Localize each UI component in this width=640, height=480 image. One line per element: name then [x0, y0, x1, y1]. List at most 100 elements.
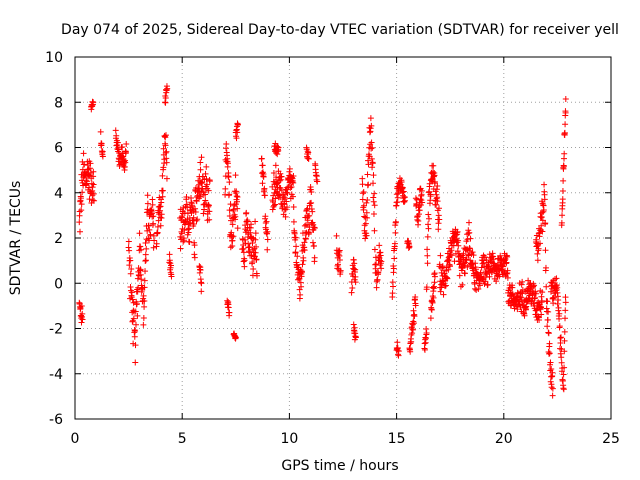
data-point [128, 265, 135, 272]
data-point [535, 245, 542, 252]
data-point [370, 180, 377, 187]
data-point [155, 217, 162, 224]
y-tick-label: -2 [49, 322, 63, 338]
data-point [144, 192, 151, 199]
y-tick-label: -4 [49, 367, 63, 383]
data-point [445, 266, 452, 273]
data-point [241, 236, 248, 243]
data-point [395, 348, 402, 355]
data-point [249, 240, 256, 247]
data-point [203, 163, 210, 170]
data-point [278, 173, 285, 180]
data-point [560, 386, 567, 393]
data-point [429, 299, 436, 306]
data-point [232, 334, 239, 341]
data-point [157, 214, 164, 221]
data-point [150, 220, 157, 227]
data-point [140, 292, 147, 299]
data-point [181, 227, 188, 234]
data-point [544, 323, 551, 330]
data-point [253, 256, 260, 263]
data-point [467, 235, 474, 242]
data-point [134, 312, 141, 319]
data-point [77, 228, 84, 235]
data-point [202, 191, 209, 198]
data-point [129, 296, 136, 303]
data-point [558, 219, 565, 226]
data-point [412, 195, 419, 202]
data-point [431, 273, 438, 280]
data-point [163, 159, 170, 166]
data-point [80, 150, 87, 157]
data-point [150, 213, 157, 220]
data-point [241, 257, 248, 264]
data-point [292, 234, 299, 241]
y-tick-label: 6 [54, 141, 63, 157]
data-point [377, 252, 384, 259]
data-point [261, 185, 268, 192]
data-point [224, 160, 231, 167]
data-point [416, 207, 423, 214]
data-point [163, 132, 170, 139]
data-point [311, 225, 318, 232]
data-point [427, 193, 434, 200]
data-point [132, 308, 139, 315]
data-point [557, 334, 564, 341]
data-point [261, 192, 268, 199]
data-point [98, 140, 105, 147]
data-point [313, 173, 320, 180]
data-point [226, 207, 233, 214]
data-point [121, 158, 128, 165]
data-point [555, 304, 562, 311]
data-point [192, 205, 199, 212]
x-tick-label: 0 [71, 431, 80, 447]
data-point [142, 268, 149, 275]
data-point [371, 190, 378, 197]
data-point [436, 261, 443, 268]
data-point [411, 313, 418, 320]
data-point [337, 267, 344, 274]
data-point [227, 244, 234, 251]
data-point [226, 179, 233, 186]
x-tick-label: 25 [602, 431, 620, 447]
grid [75, 57, 611, 419]
data-point [466, 245, 473, 252]
data-point [181, 237, 188, 244]
data-point [177, 233, 184, 240]
data-point [430, 294, 437, 301]
data-point [137, 266, 144, 273]
data-point [141, 277, 148, 284]
data-point [197, 159, 204, 166]
data-point [542, 247, 549, 254]
data-point [275, 144, 282, 151]
y-tick-label: 0 [54, 276, 63, 292]
data-point [378, 258, 385, 265]
data-point [146, 237, 153, 244]
data-point [562, 307, 569, 314]
data-point [308, 199, 315, 206]
data-point [348, 289, 355, 296]
data-point [534, 257, 541, 264]
data-point [284, 189, 291, 196]
data-point [154, 229, 161, 236]
data-point [76, 219, 83, 226]
x-tick-label: 10 [280, 431, 298, 447]
data-point [276, 177, 283, 184]
data-point [350, 321, 357, 328]
data-point [122, 149, 129, 156]
data-point [546, 350, 553, 357]
data-point [435, 220, 442, 227]
data-point [352, 279, 359, 286]
data-point [140, 315, 147, 322]
data-point [367, 115, 374, 122]
data-point [144, 200, 151, 207]
data-point [459, 281, 466, 288]
data-point [543, 283, 550, 290]
data-point [136, 230, 143, 237]
data-point [455, 237, 462, 244]
data-point [305, 155, 312, 162]
data-point [194, 216, 201, 223]
data-point [241, 263, 248, 270]
data-point [282, 213, 289, 220]
data-point [359, 175, 366, 182]
